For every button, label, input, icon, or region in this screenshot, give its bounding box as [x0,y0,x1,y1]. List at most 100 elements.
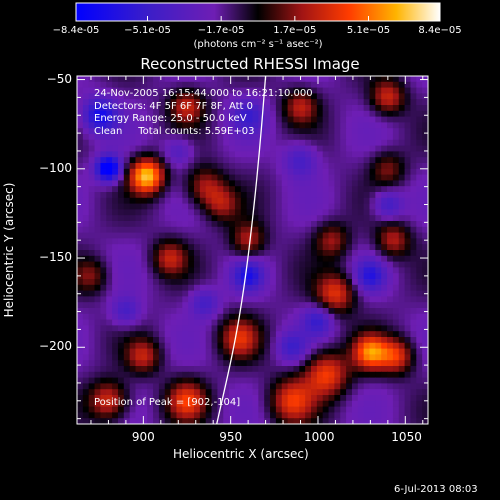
heatmap-cell [416,151,423,158]
heatmap-cell [240,174,248,181]
heatmap-cell [211,383,218,390]
heatmap-cell [264,128,271,135]
heatmap-cell [211,180,218,187]
heatmap-cell [381,255,388,263]
heatmap-cell [94,105,101,112]
heatmap-cell [246,134,254,141]
heatmap-cell [375,238,382,245]
heatmap-cell [410,122,417,129]
colorbar-tick-label: −5.1e-05 [124,25,171,36]
heatmap-cell [422,122,428,129]
heatmap-cell [205,302,213,309]
heatmap-cell [346,284,353,292]
heatmap-cell [322,400,330,408]
heatmap-cell [264,319,271,326]
heatmap-cell [287,366,295,373]
heatmap-cell [240,313,248,321]
heatmap-cell [106,418,113,424]
heatmap-cell [275,244,283,251]
heatmap-cell [88,389,96,396]
heatmap-cell [264,296,271,303]
heatmap-cell [229,93,236,100]
heatmap-cell [112,163,119,170]
heatmap-cell [94,197,101,205]
heatmap-cell [369,186,376,193]
heatmap-cell [88,325,96,332]
heatmap-cell [176,290,183,297]
heatmap-cell [264,284,271,292]
heatmap-cell [334,325,341,332]
heatmap-cell [217,180,224,187]
heatmap-cell [158,93,166,100]
heatmap-cell [240,244,248,251]
heatmap-cell [217,418,224,424]
heatmap-cell [311,186,318,193]
heatmap-cell [112,366,119,373]
heatmap-cell [293,348,300,355]
heatmap-cell [194,406,201,413]
heatmap-cell [363,360,371,367]
heatmap-cell [240,308,248,315]
heatmap-cell [305,180,312,187]
heatmap-cell [246,122,254,129]
heatmap-cell [112,110,119,118]
heatmap-cell [88,221,96,228]
heatmap-cell [205,400,213,408]
heatmap-cell [281,209,289,216]
heatmap-cell [211,145,218,152]
heatmap-cell [77,371,84,379]
heatmap-cell [117,406,125,413]
heatmap-cell [334,157,341,164]
heatmap-cell [158,302,166,309]
heatmap-cell [328,342,335,350]
heatmap-cell [363,221,371,228]
heatmap-cell [328,331,335,338]
heatmap-cell [194,255,201,263]
heatmap-cell [381,371,388,379]
heatmap-cell [281,151,289,158]
heatmap-cell [410,337,417,344]
heatmap-cell [328,308,335,315]
heatmap-cell [82,81,90,89]
heatmap-cell [100,157,107,164]
heatmap-cell [141,151,148,158]
heatmap-cell [188,354,195,361]
heatmap-cell [117,313,125,321]
heatmap-cell [199,238,207,245]
heatmap-cell [322,209,330,216]
heatmap-cell [270,296,277,303]
heatmap-cell [363,157,371,164]
heatmap-cell [404,348,412,355]
heatmap-cell [275,360,283,367]
heatmap-cell [82,168,90,176]
heatmap-cell [170,325,178,332]
heatmap-cell [205,215,213,222]
heatmap-cell [158,215,166,222]
heatmap-cell [404,139,412,147]
heatmap-cell [287,360,295,367]
heatmap-cell [351,151,359,158]
heatmap-cell [246,174,254,181]
heatmap-cell [287,232,295,239]
heatmap-cell [392,371,400,379]
heatmap-cell [82,105,90,112]
heatmap-cell [252,354,259,361]
heatmap-cell [293,331,300,338]
heatmap-cell [194,273,201,280]
heatmap-cell [258,151,265,158]
heatmap-cell [94,87,101,94]
heatmap-cell [281,371,289,379]
heatmap-cell [141,267,148,274]
heatmap-cell [410,76,417,83]
heatmap-cell [422,313,428,321]
heatmap-cell [246,163,254,170]
heatmap-cell [194,337,201,344]
heatmap-cell [357,134,365,141]
heatmap-cell [199,325,207,332]
heatmap-cell [340,174,347,181]
heatmap-cell [299,319,306,326]
heatmap-cell [141,244,148,251]
heatmap-cell [234,348,242,355]
heatmap-cell [363,313,371,321]
heatmap-cell [311,93,318,100]
